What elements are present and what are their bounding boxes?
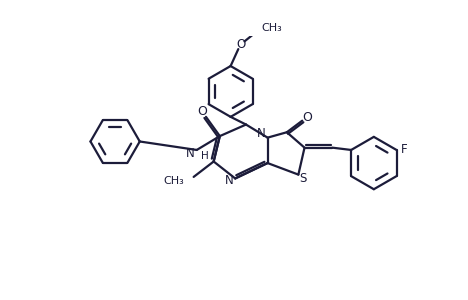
Text: CH₃: CH₃ [163, 176, 183, 186]
Text: O: O [302, 111, 312, 124]
Text: N: N [257, 127, 266, 140]
Text: N: N [186, 147, 194, 160]
Text: CH₃: CH₃ [262, 23, 282, 33]
Text: S: S [300, 172, 307, 185]
Text: O: O [236, 38, 245, 51]
Text: H: H [201, 151, 208, 161]
Text: O: O [197, 105, 207, 118]
Text: F: F [401, 143, 408, 157]
Text: N: N [225, 174, 234, 187]
